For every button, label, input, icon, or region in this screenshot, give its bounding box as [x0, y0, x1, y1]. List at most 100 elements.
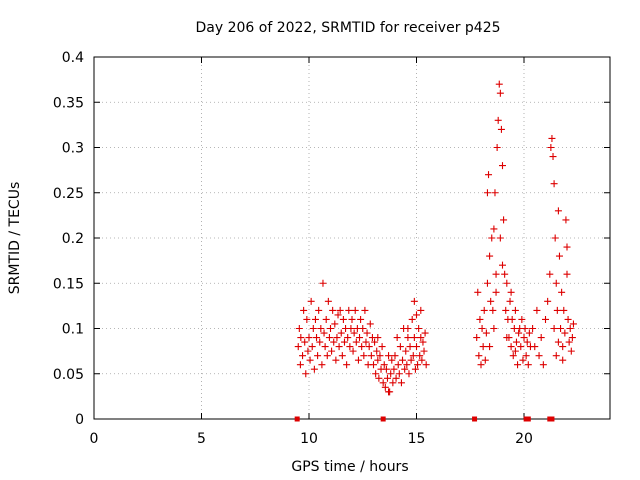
data-point — [405, 370, 413, 378]
data-point — [338, 352, 346, 360]
data-point — [349, 347, 357, 355]
data-point — [316, 338, 324, 346]
data-point — [550, 180, 558, 188]
data-point — [317, 325, 325, 332]
zero-marker — [525, 416, 531, 422]
data-point — [422, 361, 430, 369]
data-point — [566, 325, 574, 332]
data-point — [497, 125, 505, 133]
zero-marker — [380, 416, 386, 422]
data-point — [382, 365, 390, 373]
data-point — [332, 356, 340, 364]
data-point — [521, 325, 529, 332]
data-point — [325, 334, 333, 342]
data-point — [548, 134, 556, 142]
data-point — [496, 234, 504, 242]
data-point — [533, 306, 541, 314]
data-point — [339, 315, 347, 323]
x-tick-label: 15 — [408, 431, 426, 447]
zero-marker — [549, 416, 555, 422]
data-point — [416, 352, 424, 360]
data-point — [315, 306, 323, 314]
data-point — [314, 352, 322, 360]
data-point — [333, 334, 341, 342]
data-point — [375, 374, 383, 382]
data-point — [473, 334, 481, 342]
data-point — [511, 306, 519, 314]
data-point — [413, 311, 420, 319]
data-point — [295, 325, 303, 332]
data-point — [522, 352, 530, 360]
y-tick-label: 0.1 — [62, 322, 84, 338]
y-tick-label: 0.2 — [62, 231, 84, 247]
data-point — [487, 297, 495, 305]
x-tick-label: 20 — [515, 431, 533, 447]
data-point — [347, 325, 355, 332]
data-point — [565, 338, 573, 346]
data-point — [351, 306, 359, 314]
data-point — [379, 379, 387, 387]
data-point — [568, 334, 576, 342]
data-point — [474, 288, 482, 296]
data-point — [363, 329, 371, 337]
data-point — [552, 279, 560, 287]
data-point — [557, 325, 565, 332]
y-tick-label: 0.3 — [62, 141, 84, 157]
data-point — [554, 207, 562, 215]
x-tick-label: 5 — [197, 431, 206, 447]
data-points — [294, 80, 577, 422]
data-point — [380, 361, 388, 369]
data-point — [402, 347, 410, 355]
y-tick-label: 0.15 — [53, 276, 84, 292]
data-point — [373, 347, 381, 355]
data-point — [539, 361, 547, 369]
data-point — [367, 352, 375, 360]
axis-ticks: 0 0.05 0.1 0.15 0.2 0.25 0.3 0.35 0.4 0 5 10 15 20 — [53, 50, 610, 447]
data-point — [395, 370, 403, 378]
plot-area — [93, 56, 611, 420]
data-point — [411, 365, 419, 373]
data-point — [518, 315, 526, 323]
data-point — [323, 352, 331, 360]
data-point — [387, 370, 395, 378]
data-point — [512, 338, 520, 346]
data-point — [372, 370, 380, 378]
data-point — [485, 171, 493, 179]
data-point — [330, 338, 338, 346]
data-point — [520, 334, 528, 342]
data-point — [563, 270, 571, 278]
data-point — [418, 356, 426, 364]
data-point — [417, 306, 425, 314]
data-point — [358, 343, 366, 351]
data-point — [523, 338, 531, 346]
data-point — [502, 306, 510, 314]
data-point — [499, 162, 506, 170]
data-point — [559, 356, 567, 364]
data-point — [524, 361, 532, 369]
data-point — [319, 279, 327, 287]
x-tick-label: 0 — [90, 431, 99, 447]
data-point — [303, 315, 311, 323]
data-point — [408, 315, 416, 323]
data-point — [564, 315, 572, 323]
data-point — [414, 361, 422, 369]
data-point — [345, 306, 353, 314]
data-point — [311, 315, 319, 323]
data-point — [346, 343, 354, 351]
data-point — [478, 325, 486, 332]
data-point — [388, 356, 396, 364]
data-point — [335, 343, 343, 351]
data-point — [294, 343, 302, 351]
data-point — [328, 347, 336, 355]
data-point — [409, 352, 417, 360]
x-tick-label: 10 — [300, 431, 318, 447]
data-point — [508, 315, 516, 323]
data-point — [542, 315, 549, 323]
data-point — [297, 334, 305, 342]
data-point — [385, 352, 393, 360]
data-point — [343, 361, 351, 369]
data-point — [551, 234, 559, 242]
data-point — [356, 334, 364, 342]
data-point — [396, 343, 404, 351]
data-point — [381, 383, 389, 391]
